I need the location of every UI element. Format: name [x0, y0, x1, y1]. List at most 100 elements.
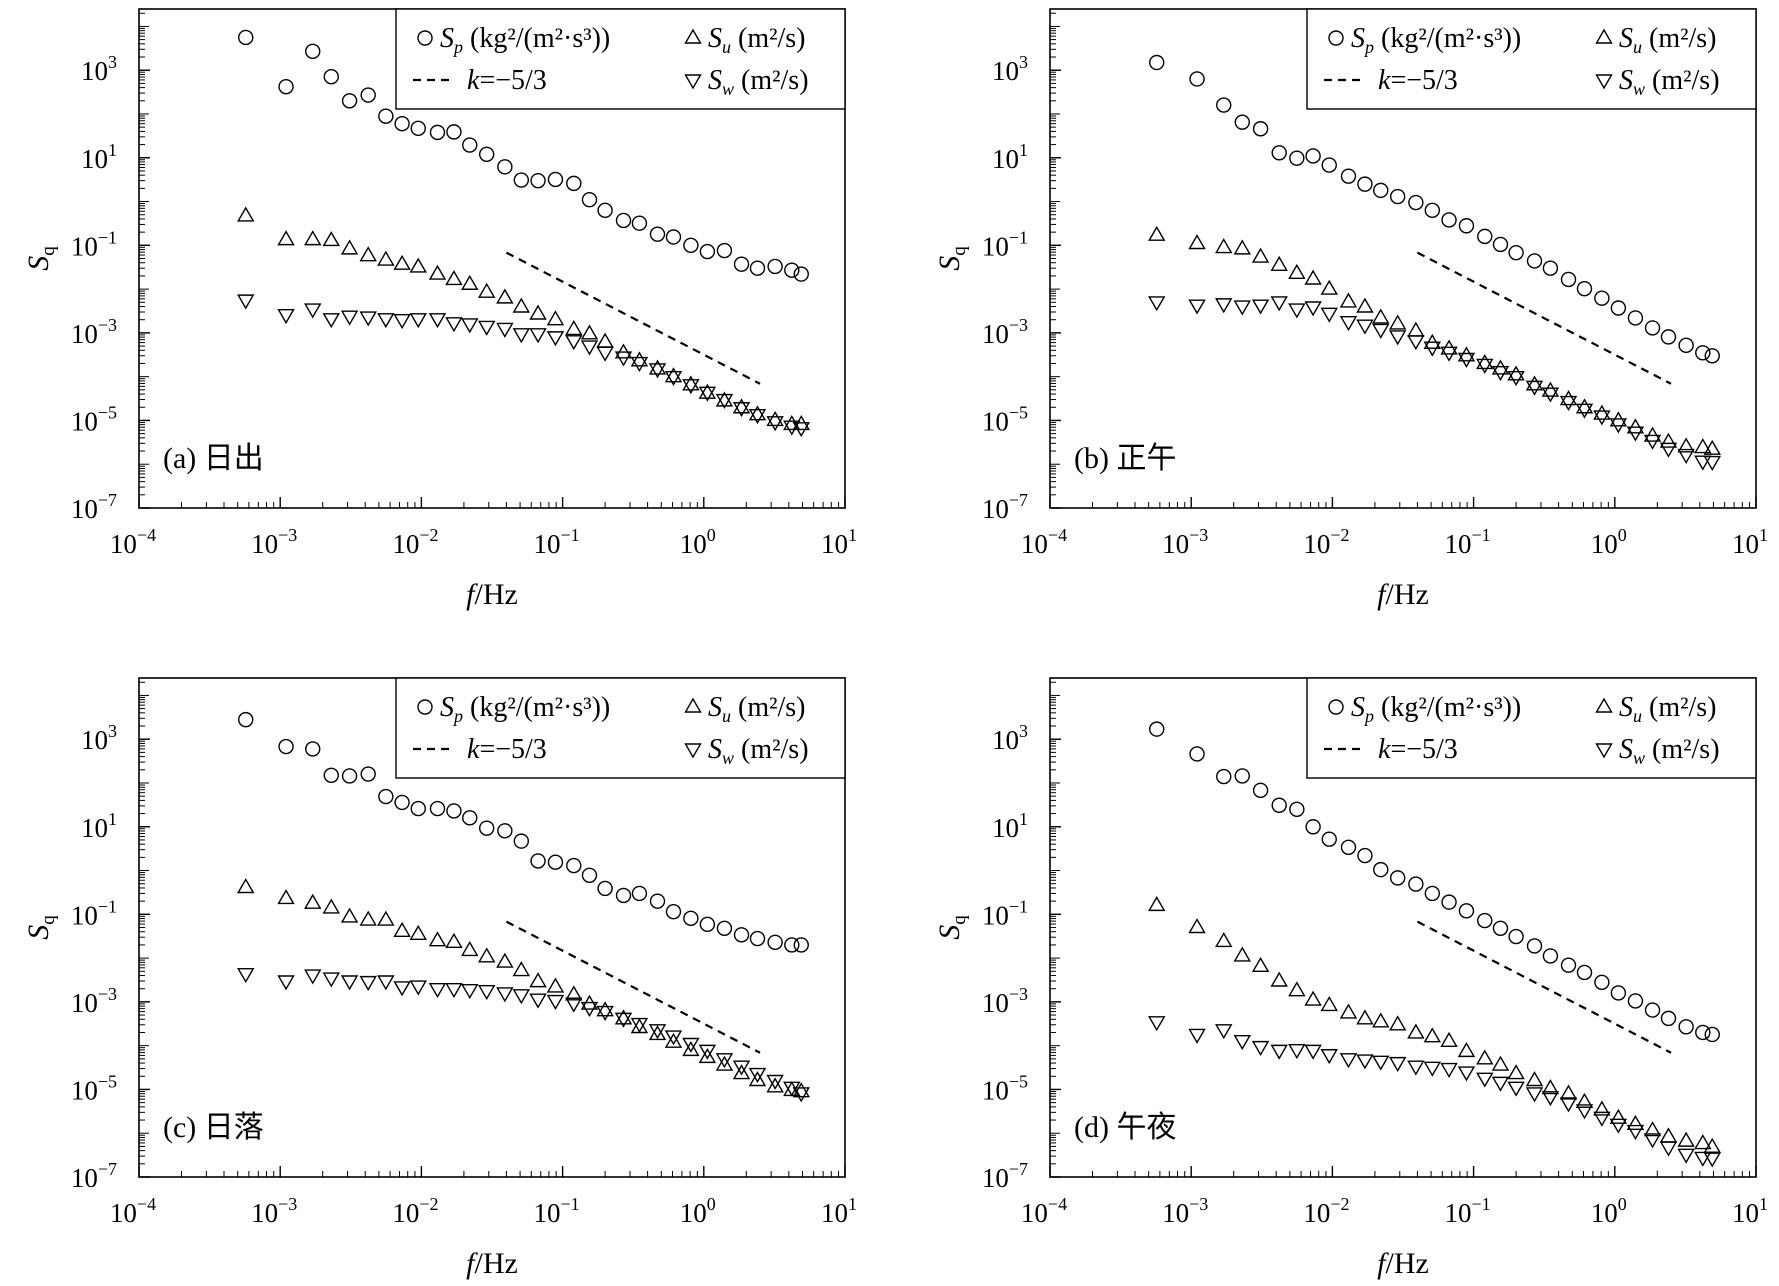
data-point-Sp: [1660, 329, 1677, 345]
legend: Sp (kg²/(m²·s³)) Su (m²/s)Sw (m²/s)k=−5/3: [1306, 677, 1757, 779]
text-part: 1: [848, 1194, 857, 1214]
y-tick-label: 10−3: [982, 984, 1028, 1018]
y-tick-label: 10−3: [71, 315, 117, 349]
data-point-Sw: [1288, 1043, 1306, 1060]
data-point-Sw: [1575, 1104, 1594, 1120]
reference-line-k: [505, 920, 761, 1054]
text-part: S: [708, 692, 722, 723]
data-point-Su: [377, 250, 395, 266]
series-Sp: [1149, 721, 1720, 1043]
data-point-Sp: [1704, 1026, 1720, 1043]
data-point-Sp: [733, 927, 750, 943]
data-point-Su: [682, 1040, 700, 1057]
data-point-Sp: [394, 115, 410, 132]
data-point-Sw: [1643, 1133, 1662, 1149]
data-point-Su: [546, 310, 565, 326]
y-tick-label: 103: [81, 52, 117, 86]
data-point-Sp: [1424, 885, 1441, 902]
text-part: 10: [71, 900, 98, 930]
data-point-Su: [340, 907, 359, 923]
data-point-Su: [614, 343, 633, 359]
data-point-Sp: [238, 711, 254, 728]
data-point-Su: [648, 359, 667, 375]
data-point-Su: [664, 367, 683, 383]
data-point-Sp: [1408, 194, 1424, 211]
y-tick-label: 101: [81, 809, 117, 843]
data-point-Sp: [497, 159, 513, 175]
data-point-Sp: [1373, 182, 1389, 199]
text-part: S: [1351, 692, 1365, 723]
data-point-Sp: [597, 880, 613, 897]
text-part: p: [1363, 706, 1374, 726]
data-point-Sw: [614, 351, 633, 367]
text-part: S: [1619, 692, 1633, 723]
text-part: 10: [982, 231, 1009, 261]
data-point-Sp: [1610, 300, 1627, 316]
data-point-Sp: [462, 810, 478, 826]
legend-label-Su: Su (m²/s): [1619, 23, 1717, 57]
data-point-Su: [1626, 418, 1645, 434]
text-part: u: [1633, 706, 1642, 726]
data-point-Su: [748, 405, 767, 421]
data-point-Sp: [1216, 97, 1232, 113]
text-part: 0: [1618, 1194, 1627, 1214]
text-part: 10: [71, 1163, 98, 1193]
data-point-Sw: [732, 1060, 751, 1076]
text-part: 10: [1162, 529, 1189, 559]
data-point-Sw: [1541, 1091, 1560, 1107]
data-point-Su: [445, 932, 463, 948]
data-point-Su: [1559, 1084, 1578, 1100]
data-point-Sp: [1560, 957, 1577, 973]
text-part: −4: [1048, 525, 1067, 545]
text-part: −7: [98, 1159, 117, 1179]
data-point-Su: [1541, 1079, 1560, 1095]
data-point-Su: [580, 324, 599, 340]
data-point-Sw: [580, 1001, 599, 1018]
series-Su: [1148, 895, 1721, 1153]
text-part: −7: [1009, 490, 1028, 510]
series-Su: [237, 878, 810, 1098]
y-tick-label: 10−3: [982, 315, 1028, 349]
text-part: w: [1633, 748, 1645, 768]
text-part: S: [22, 256, 55, 271]
data-point-Su: [1507, 365, 1525, 381]
data-point-Su: [715, 391, 734, 407]
data-point-Sw: [792, 422, 810, 438]
data-point-Sp: [566, 175, 582, 192]
data-point-Sp: [649, 893, 666, 909]
data-point-Sw: [1339, 316, 1358, 332]
data-point-Su: [1507, 1064, 1525, 1080]
data-point-Sw: [1188, 299, 1206, 315]
text-part: u: [722, 706, 731, 726]
data-point-Su: [1407, 321, 1425, 337]
data-point-Sw: [496, 322, 514, 338]
data-point-Sp: [1189, 71, 1205, 87]
legend-label-Sw: Sw (m²/s): [708, 65, 809, 99]
text-part: 10: [1021, 1198, 1048, 1228]
text-part: −5: [1009, 402, 1028, 422]
data-point-Sp: [615, 887, 632, 904]
text-part: −4: [137, 525, 156, 545]
text-part: u: [722, 37, 731, 57]
data-point-Sp: [1321, 157, 1337, 173]
text-part: w: [722, 748, 734, 768]
text-part: 10: [982, 494, 1009, 524]
data-point-Su: [512, 297, 531, 313]
series-Su: [237, 206, 810, 431]
data-point-Sw: [630, 356, 649, 372]
text-part: 10: [982, 319, 1009, 349]
text-part: −5: [98, 1071, 117, 1091]
data-point-Su: [1188, 918, 1206, 934]
data-point-Sw: [1288, 303, 1306, 319]
data-point-Su: [565, 320, 583, 336]
data-point-Sw: [1407, 1060, 1425, 1076]
data-point-Sw: [322, 313, 340, 329]
data-point-Sw: [783, 420, 801, 436]
data-point-Sp: [767, 258, 783, 275]
data-point-Su: [1320, 279, 1338, 295]
data-point-Sw: [748, 1067, 767, 1084]
text-part: 10: [982, 1075, 1009, 1105]
data-point-Sp: [1252, 782, 1269, 799]
data-point-Sw: [1507, 370, 1525, 387]
data-point-Sp: [1441, 212, 1457, 228]
